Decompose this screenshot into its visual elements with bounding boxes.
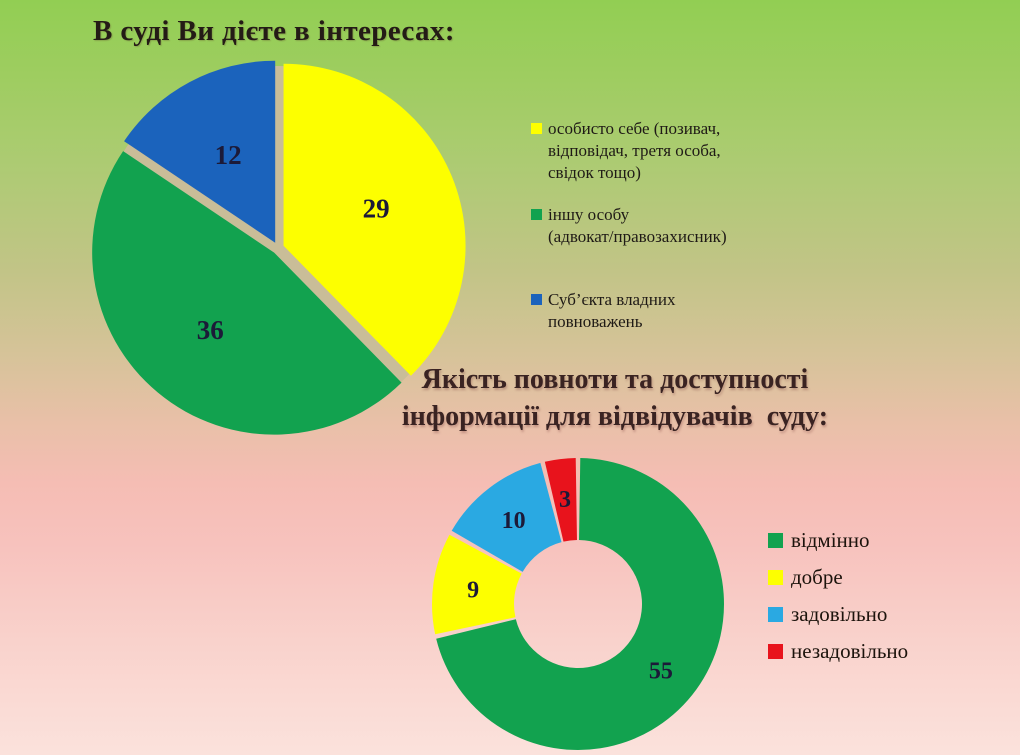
legend-label: добре (791, 565, 843, 589)
donut-slice-0 (436, 458, 725, 751)
slice-value-label: 9 (467, 577, 479, 603)
slice-value-label: 12 (215, 140, 242, 170)
pie-slice-1 (92, 151, 402, 435)
slice-value-label: 55 (649, 658, 673, 684)
legend-label: незадовільно (791, 639, 909, 663)
legend-swatch-yellow (531, 123, 542, 134)
legend-item-authority: Суб’єкта владних повноважень (531, 289, 675, 333)
legend-item-excellent: відмінно (768, 528, 870, 553)
legend-label: відмінно (791, 528, 870, 552)
slice-value-label: 36 (197, 315, 224, 345)
pie-chart-title: В суді Ви дієте в інтересах: (93, 15, 455, 47)
legend-swatch-yellow (768, 570, 783, 585)
legend-label: особисто себе (позивач, відповідач, трет… (548, 119, 721, 182)
legend-item-personally: особисто себе (позивач, відповідач, трет… (531, 118, 721, 184)
legend-item-unsatisfactory: незадовільно (768, 639, 908, 664)
donut-slice-3 (544, 458, 577, 542)
donut-chart-title-line2: інформації для відвідувачів суду: (401, 401, 829, 432)
legend-swatch-lightblue (768, 607, 783, 622)
donut-chart-title-line1: Якість повноти та доступності (421, 364, 809, 395)
legend-label: задовільно (791, 602, 888, 626)
donut-slice-2 (451, 462, 562, 572)
legend-item-other-person: іншу особу (адвокат/правозахисник) (531, 204, 727, 248)
legend-label: Суб’єкта владних повноважень (548, 290, 676, 331)
legend-label: іншу особу (адвокат/правозахисник) (548, 205, 727, 246)
slice-value-label: 10 (502, 508, 526, 534)
donut-slice-1 (432, 534, 522, 635)
legend-swatch-green (531, 209, 542, 220)
pie-slice-0 (283, 63, 466, 376)
legend-swatch-blue (531, 294, 542, 305)
pie-slice-2 (124, 60, 276, 243)
slice-value-label: 29 (363, 193, 390, 223)
slice-value-label: 3 (559, 487, 571, 513)
legend-swatch-green (768, 533, 783, 548)
donut-chart-title: Якість повноти та доступності інформації… (340, 361, 890, 435)
legend-item-good: добре (768, 565, 843, 590)
legend-swatch-red (768, 644, 783, 659)
legend-item-satisfactory: задовільно (768, 602, 887, 627)
